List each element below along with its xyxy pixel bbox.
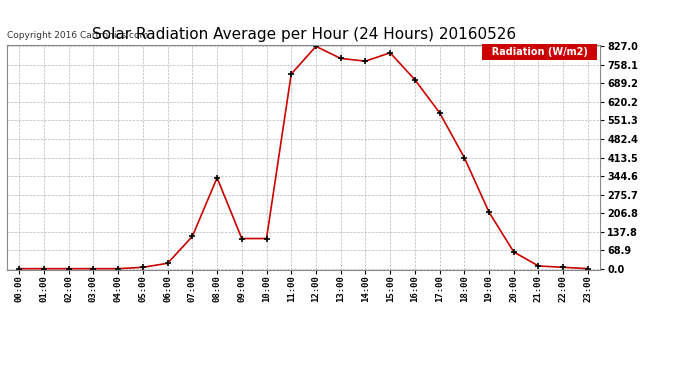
Text: Copyright 2016 Cartronics.com: Copyright 2016 Cartronics.com [7,32,148,40]
Title: Solar Radiation Average per Hour (24 Hours) 20160526: Solar Radiation Average per Hour (24 Hou… [92,27,515,42]
Text: Radiation (W/m2): Radiation (W/m2) [485,47,594,57]
